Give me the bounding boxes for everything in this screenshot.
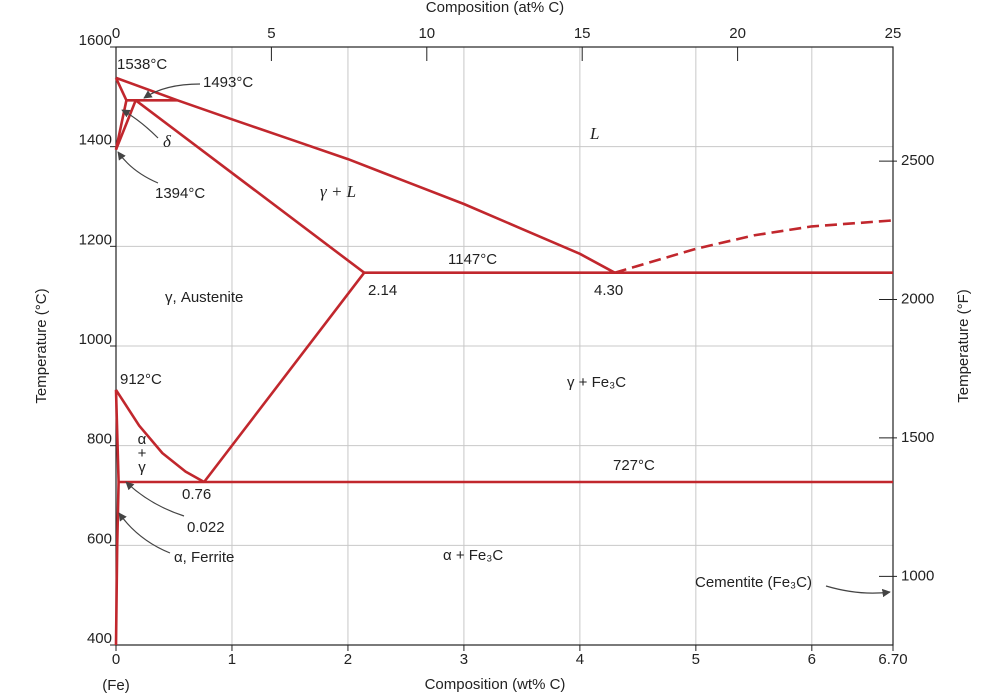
annotation: L xyxy=(589,124,599,143)
y-tick-label: 1400 xyxy=(79,132,112,149)
annotation: 912°C xyxy=(120,371,162,388)
annotation: 0.022 xyxy=(187,519,225,536)
phase-boundary xyxy=(134,99,365,274)
annotations: 1538°C 1493°C δ 1394°C L γ + L γ, Austen… xyxy=(117,56,812,591)
annotation: 4.30 xyxy=(594,282,623,299)
phase-boundary xyxy=(114,389,205,484)
phase-boundary xyxy=(114,77,128,101)
annotation: 0.76 xyxy=(182,486,211,503)
phase-boundary xyxy=(614,219,894,274)
leader-arrow xyxy=(825,585,891,598)
phase-boundary xyxy=(115,76,616,274)
y-tick-label: 400 xyxy=(87,630,112,647)
x2-tick-label: 5 xyxy=(267,25,275,42)
y-tick-label: 600 xyxy=(87,530,112,547)
x2-tick-label: 15 xyxy=(574,25,591,42)
annotation: α xyxy=(138,431,147,448)
annotation: γ + L xyxy=(320,182,356,201)
leader-arrow xyxy=(117,151,159,184)
y2-tick-label: 1500 xyxy=(901,429,934,446)
phase-boundary xyxy=(114,481,120,646)
annotation: Cementite (Fe₃C) xyxy=(695,574,812,591)
x-tick-label: 4 xyxy=(576,651,584,668)
annotation: γ + Fe₃C xyxy=(567,374,626,391)
leader-arrow xyxy=(125,481,185,517)
x-axis-title: Composition (wt% C) xyxy=(425,676,566,693)
leaders xyxy=(117,83,891,598)
x2-axis-title: Composition (at% C) xyxy=(426,0,564,16)
x-tick-label: 2 xyxy=(344,651,352,668)
plot-frame xyxy=(115,46,894,646)
y2-axis-title: Temperature (°F) xyxy=(955,289,972,403)
y2-tick-label: 1000 xyxy=(901,567,934,584)
annotation: 1538°C xyxy=(117,56,167,73)
x-tick-label: 0 xyxy=(112,651,120,668)
y-tick-label: 1600 xyxy=(79,32,112,49)
x-tick-label: 3 xyxy=(460,651,468,668)
annotation: 1147°C xyxy=(448,251,497,268)
leader-arrow xyxy=(143,83,201,99)
annotation: 727°C xyxy=(613,457,655,474)
x-tick-label: 6 xyxy=(808,651,816,668)
x2-tick-label: 25 xyxy=(885,25,902,42)
x2-tick-label: 10 xyxy=(418,25,435,42)
annotation: δ xyxy=(163,132,172,151)
phase-boundary xyxy=(203,271,366,483)
x2-tick-label: 0 xyxy=(112,25,120,42)
leader-arrow xyxy=(121,109,159,139)
annotation: + xyxy=(138,445,147,462)
phase-boundary xyxy=(114,99,137,151)
y-tick-label: 1200 xyxy=(79,231,112,248)
annotation: α, Ferrite xyxy=(174,549,234,566)
y2-tick-label: 2000 xyxy=(901,290,934,307)
annotation: 2.14 xyxy=(368,282,397,299)
annotation: γ xyxy=(138,459,146,476)
y-axis-title: Temperature (°C) xyxy=(33,288,50,403)
x-tick-label: 6.70 xyxy=(878,651,907,668)
annotation: 1394°C xyxy=(155,185,205,202)
phase-boundary xyxy=(114,389,120,483)
y-tick-label: 1000 xyxy=(79,331,112,348)
phase-boundary xyxy=(114,100,128,150)
annotation: 1493°C xyxy=(203,74,253,91)
origin-label: (Fe) xyxy=(102,677,130,694)
annotation: γ, Austenite xyxy=(165,289,243,306)
leader-arrow xyxy=(118,512,171,554)
annotation: α + Fe₃C xyxy=(443,547,503,564)
y2-tick-label: 2500 xyxy=(901,152,934,169)
x-tick-label: 1 xyxy=(228,651,236,668)
y-tick-label: 800 xyxy=(87,431,112,448)
x-tick-label: 5 xyxy=(692,651,700,668)
x2-tick-label: 20 xyxy=(729,25,746,42)
